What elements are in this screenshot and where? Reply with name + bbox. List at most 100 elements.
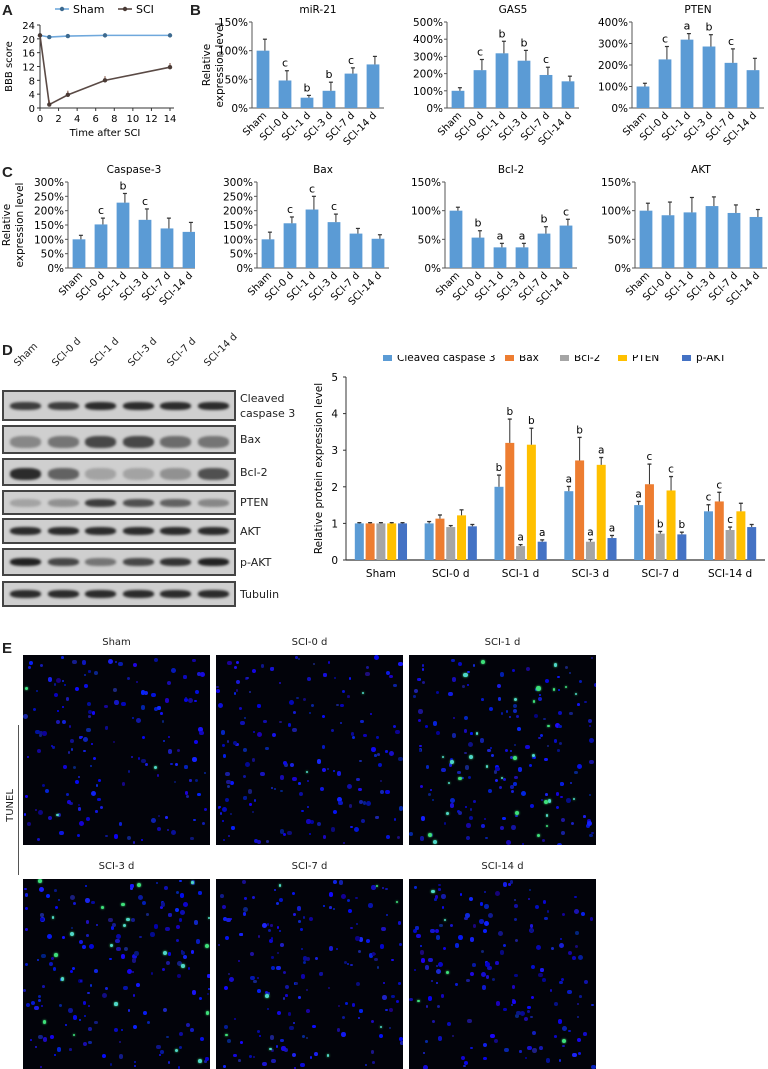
panel-label-a: A: [2, 2, 13, 19]
svg-text:b: b: [496, 462, 503, 474]
svg-text:0%: 0%: [611, 103, 628, 115]
svg-text:300%: 300%: [34, 177, 64, 189]
svg-text:24: 24: [22, 21, 35, 32]
svg-text:1: 1: [331, 518, 338, 530]
svg-text:150%: 150%: [601, 177, 631, 189]
svg-text:a: a: [539, 527, 545, 539]
svg-text:4: 4: [331, 409, 338, 421]
tunel-fluorescence-image: [23, 655, 210, 845]
svg-text:50%: 50%: [41, 249, 64, 261]
svg-text:b: b: [499, 27, 506, 40]
svg-text:0: 0: [37, 114, 43, 125]
svg-text:c: c: [706, 492, 712, 504]
blot-row-label: p-AKT: [240, 555, 272, 569]
blot-row-label: PTEN: [240, 496, 269, 509]
svg-text:SCI: SCI: [136, 3, 154, 16]
svg-text:250%: 250%: [34, 191, 64, 203]
svg-text:Relative: Relative: [1, 204, 13, 246]
blot-row-label: AKT: [240, 524, 261, 538]
svg-text:c: c: [282, 57, 288, 70]
svg-text:400%: 400%: [598, 17, 628, 29]
tunel-side-label: TUNEL: [4, 789, 16, 822]
svg-text:100%: 100%: [34, 234, 64, 246]
svg-text:a: a: [497, 229, 504, 242]
svg-text:0: 0: [29, 104, 35, 115]
svg-text:PTEN: PTEN: [632, 355, 659, 364]
blot-row-label: Tubulin: [240, 587, 280, 601]
caspase3-bar-chart: Caspase-30%50%100%150%200%250%300%ShamcS…: [1, 164, 195, 308]
tunel-image-grid: Sham SCI-0 d SCI-1 d SCI-3 d SCI-7 d SCI-14 d…: [0, 630, 768, 1069]
svg-text:c: c: [477, 45, 483, 58]
svg-text:3: 3: [331, 445, 338, 457]
tunel-image-title: SCI-14 d: [481, 861, 524, 872]
svg-text:300%: 300%: [413, 51, 443, 63]
svg-text:a: a: [517, 532, 523, 544]
svg-text:Time after SCI: Time after SCI: [69, 128, 141, 139]
svg-text:c: c: [563, 205, 569, 218]
blot-row-pten: [2, 490, 236, 515]
svg-text:b: b: [506, 406, 513, 418]
protein-expression-grouped-bar-chart: Cleaved caspase 3 Bax Bcl-2 PTEN p-AKT 0 1 2 3 4 5…: [313, 355, 765, 580]
svg-text:Caspase-3: Caspase-3: [107, 164, 162, 176]
svg-text:4: 4: [29, 90, 35, 101]
panel-label-b: B: [190, 2, 201, 19]
svg-text:300%: 300%: [223, 177, 253, 189]
svg-text:expression level: expression level: [214, 23, 226, 108]
svg-text:Bcl-2: Bcl-2: [574, 355, 600, 364]
tunel-bracket-line: [18, 725, 19, 875]
svg-text:100%: 100%: [223, 234, 253, 246]
svg-text:16: 16: [22, 49, 35, 60]
svg-text:0%: 0%: [614, 263, 631, 275]
panel-label-d: D: [2, 342, 13, 359]
svg-text:100%: 100%: [601, 206, 631, 218]
tunel-fluorescence-image: [216, 655, 403, 845]
svg-text:Bax: Bax: [519, 355, 539, 364]
svg-text:b: b: [304, 81, 311, 94]
svg-text:150%: 150%: [411, 177, 441, 189]
svg-text:c: c: [287, 203, 293, 216]
svg-text:b: b: [657, 518, 664, 530]
svg-text:c: c: [309, 182, 315, 195]
blot-lane-label: Sham: [12, 341, 41, 369]
svg-text:BBB score: BBB score: [4, 41, 15, 92]
svg-text:200%: 200%: [223, 206, 253, 218]
svg-text:12: 12: [22, 63, 35, 74]
svg-text:150%: 150%: [223, 220, 253, 232]
svg-text:250%: 250%: [223, 191, 253, 203]
svg-text:200%: 200%: [598, 60, 628, 72]
svg-text:100%: 100%: [413, 86, 443, 98]
svg-text:b: b: [706, 21, 713, 34]
svg-text:Sham: Sham: [73, 3, 104, 16]
svg-text:5: 5: [331, 372, 338, 384]
svg-text:b: b: [475, 217, 482, 230]
svg-text:c: c: [728, 35, 734, 48]
svg-text:p-AKT: p-AKT: [696, 355, 726, 364]
svg-text:a: a: [609, 522, 615, 534]
blot-row-label: Bax: [240, 433, 261, 446]
svg-text:100%: 100%: [218, 46, 248, 58]
blot-lane-label: SCI-3 d: [126, 335, 160, 369]
svg-text:SCI-1 d: SCI-1 d: [502, 568, 540, 580]
svg-text:0%: 0%: [424, 263, 441, 275]
svg-text:a: a: [598, 445, 604, 457]
svg-text:SCI-0 d: SCI-0 d: [432, 568, 470, 580]
svg-text:GAS5: GAS5: [499, 4, 528, 16]
blot-row-label: Bcl-2: [240, 465, 268, 479]
svg-text:miR-21: miR-21: [299, 4, 336, 16]
panel-label-c: C: [2, 164, 13, 181]
svg-text:0%: 0%: [47, 263, 64, 275]
svg-text:SCI-3 d: SCI-3 d: [572, 568, 610, 580]
svg-text:2: 2: [55, 114, 61, 125]
blot-lane-label: SCI-1 d: [88, 335, 122, 369]
svg-text:6: 6: [93, 114, 99, 125]
svg-text:150%: 150%: [34, 220, 64, 232]
svg-text:expression level: expression level: [14, 183, 26, 268]
svg-text:b: b: [679, 519, 686, 531]
svg-text:8: 8: [29, 76, 35, 87]
blot-lane-label: SCI-7 d: [165, 335, 199, 369]
svg-text:PTEN: PTEN: [684, 4, 711, 16]
